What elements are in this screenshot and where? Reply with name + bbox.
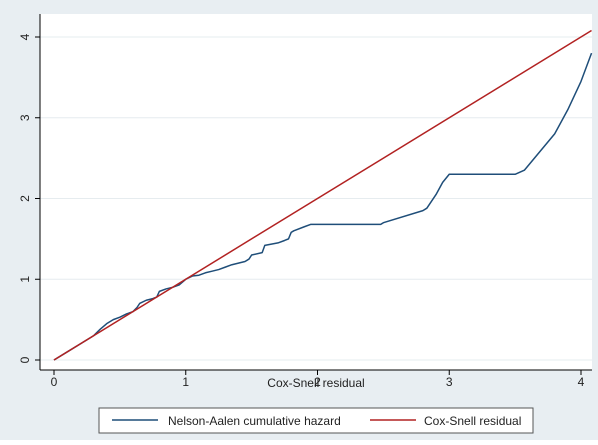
axes: 0 1 2 3 4 0 1 2 3 4 <box>18 14 592 389</box>
y-tick-label: 0 <box>18 356 32 363</box>
y-tick-label: 1 <box>18 276 32 283</box>
plot-area <box>40 14 592 370</box>
x-tick-label: 3 <box>446 375 453 389</box>
y-tick-label: 3 <box>18 114 32 121</box>
series <box>53 29 593 361</box>
legend-box <box>98 407 534 434</box>
x-tick-label: 4 <box>578 375 585 389</box>
grid <box>40 36 592 361</box>
series-line-cox-snell <box>53 29 592 361</box>
legend: Nelson-Aalen cumulative hazard Cox-Snell… <box>98 407 534 434</box>
x-axis-label: Cox-Snell residual <box>267 376 364 390</box>
x-tick-label: 0 <box>51 375 58 389</box>
y-tick-label: 2 <box>18 195 32 202</box>
y-tick-label: 4 <box>18 33 32 40</box>
legend-label-cox-snell: Cox-Snell residual <box>424 414 521 428</box>
legend-label-nelson-aalen: Nelson-Aalen cumulative hazard <box>168 414 341 428</box>
x-tick-label: 1 <box>182 375 189 389</box>
x-tick-label: 2 <box>314 375 321 389</box>
